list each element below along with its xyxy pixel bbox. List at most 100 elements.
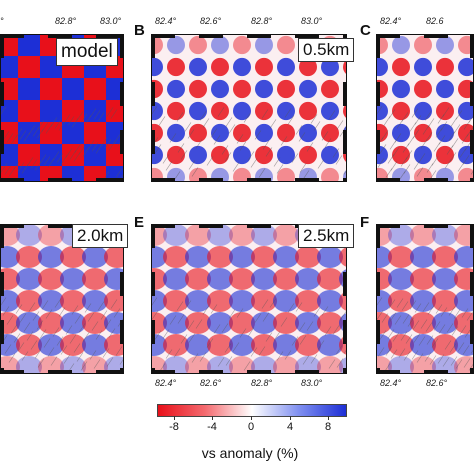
- anomaly-cell: [376, 57, 388, 77]
- anomaly-cell: [106, 78, 124, 100]
- terrain-relief: [151, 106, 347, 181]
- frame-tick: [470, 368, 474, 374]
- frame-tick: [120, 320, 124, 344]
- frame-tick: [151, 178, 175, 182]
- frame-tick: [96, 34, 120, 38]
- map-0-5km: [151, 34, 347, 182]
- frame-tick: [120, 272, 124, 296]
- anomaly-cell: [16, 268, 42, 290]
- anomaly-cell: [273, 356, 299, 374]
- anomaly-cell: [251, 334, 277, 356]
- anomaly-cell: [211, 101, 229, 121]
- anomaly-cell: [273, 224, 299, 246]
- anomaly-cell: [40, 122, 62, 144]
- anomaly-cell: [62, 100, 84, 122]
- anomaly-cell: [432, 224, 458, 246]
- frame-tick: [0, 130, 4, 154]
- terrain-relief: [376, 106, 474, 181]
- colorbar-tick-label: -4: [207, 421, 217, 433]
- anomaly-cell: [82, 356, 108, 374]
- frame-tick: [151, 224, 175, 228]
- anomaly-cell: [321, 101, 339, 121]
- colorbar-tickmark: [328, 416, 329, 420]
- colorbar-title: vs anomaly (%): [201, 445, 299, 461]
- anomaly-cell: [339, 246, 347, 268]
- anomaly-cell: [189, 79, 207, 99]
- frame-tick: [376, 320, 380, 344]
- anomaly-cell: [18, 144, 40, 166]
- anomaly-cell: [106, 100, 124, 122]
- anomaly-cell: [277, 123, 295, 143]
- anomaly-cell: [185, 268, 211, 290]
- anomaly-cell: [376, 101, 388, 121]
- frame-tick: [376, 224, 380, 248]
- anomaly-cell: [229, 246, 255, 268]
- anomaly-cell: [0, 100, 18, 122]
- frame-tick: [376, 34, 400, 38]
- anomaly-cell: [295, 312, 321, 334]
- anomaly-cell: [82, 268, 108, 290]
- anomaly-cell: [255, 35, 273, 55]
- anomaly-cell: [167, 35, 185, 55]
- frame-tick: [247, 224, 271, 228]
- anomaly-cell: [432, 356, 458, 374]
- frame-tick: [151, 130, 155, 154]
- colorbar-tick-label: 8: [324, 421, 332, 433]
- anomaly-cell: [38, 268, 64, 290]
- anomaly-cell: [16, 334, 42, 356]
- anomaly-cell: [0, 334, 20, 356]
- frame-tick: [0, 224, 4, 248]
- anomaly-cell: [255, 145, 273, 165]
- frame-tick: [0, 370, 24, 374]
- anomaly-cell: [273, 334, 299, 356]
- anomaly-cell: [317, 246, 343, 268]
- panel-f-label: F: [360, 214, 370, 231]
- anomaly-cell: [82, 312, 108, 334]
- frame-tick: [120, 130, 124, 154]
- panel-c-tick-2: 82.6: [426, 16, 444, 26]
- anomaly-cell: [392, 123, 410, 143]
- anomaly-cell: [436, 123, 454, 143]
- colorbar-tickmark: [290, 416, 291, 420]
- anomaly-cell: [436, 35, 454, 55]
- anomaly-cell: [277, 79, 295, 99]
- anomaly-cell: [163, 246, 189, 268]
- frame-tick: [151, 34, 155, 58]
- frame-tick: [376, 34, 380, 58]
- anomaly-cell: [0, 56, 18, 78]
- anomaly-cell: [185, 312, 211, 334]
- frame-tick: [120, 178, 124, 182]
- frame-tick: [120, 34, 124, 58]
- anomaly-cell: [251, 224, 277, 246]
- anomaly-cell: [104, 246, 124, 268]
- anomaly-cell: [414, 145, 432, 165]
- anomaly-cell: [299, 79, 317, 99]
- frame-tick: [120, 82, 124, 106]
- anomaly-cell: [189, 57, 207, 77]
- anomaly-cell: [410, 224, 436, 246]
- anomaly-cell: [0, 356, 20, 374]
- frame-tick: [295, 178, 319, 182]
- colorbar-tickmark: [251, 416, 252, 420]
- frame-tick: [295, 34, 319, 38]
- anomaly-cell: [0, 312, 20, 334]
- panel-a-tick-1: 82.8°: [55, 16, 77, 26]
- anomaly-cell: [229, 290, 255, 312]
- anomaly-cell: [299, 123, 317, 143]
- anomaly-cell: [233, 167, 251, 182]
- anomaly-cell: [40, 78, 62, 100]
- frame-tick: [247, 178, 271, 182]
- anomaly-cell: [388, 268, 414, 290]
- anomaly-cell: [151, 57, 163, 77]
- frame-tick: [96, 370, 120, 374]
- terrain-relief: [376, 297, 474, 373]
- anomaly-cell: [167, 123, 185, 143]
- frame-tick: [343, 130, 347, 154]
- anomaly-cell: [410, 356, 436, 374]
- anomaly-cell: [18, 78, 40, 100]
- panel-a-badge: model: [56, 38, 118, 66]
- frame-tick: [470, 224, 474, 248]
- frame-tick: [424, 178, 448, 182]
- anomaly-cell: [211, 57, 229, 77]
- anomaly-cell: [376, 246, 392, 268]
